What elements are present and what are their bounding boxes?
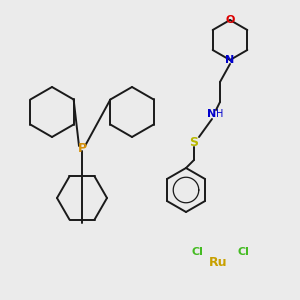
Text: N: N bbox=[207, 109, 217, 119]
Text: S: S bbox=[190, 136, 199, 148]
Text: O: O bbox=[225, 15, 235, 25]
Text: Cl: Cl bbox=[191, 247, 203, 257]
Text: P: P bbox=[77, 142, 87, 154]
Text: Ru: Ru bbox=[209, 256, 227, 268]
Text: N: N bbox=[225, 55, 235, 65]
Text: H: H bbox=[216, 109, 224, 119]
Text: Cl: Cl bbox=[237, 247, 249, 257]
